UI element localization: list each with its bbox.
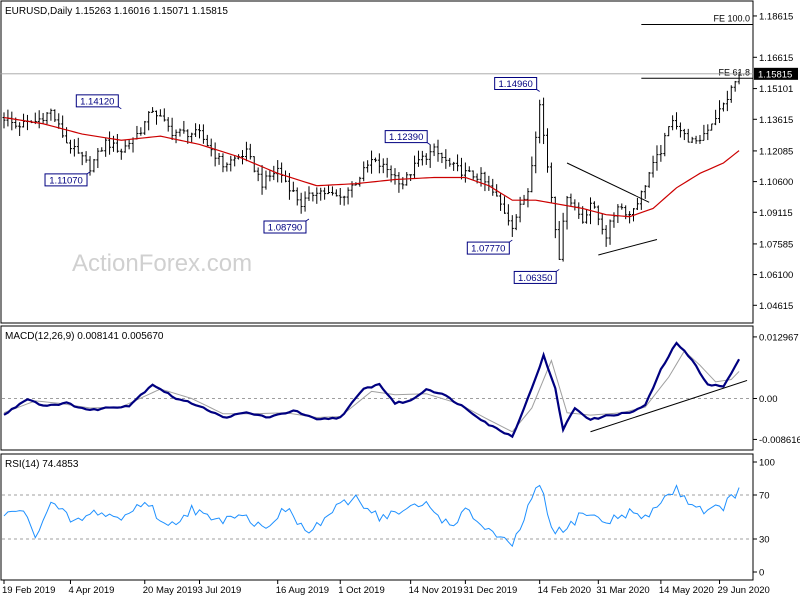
macd-y-tick-label: 0.00 bbox=[759, 394, 778, 405]
annotation-label: 1.14120 bbox=[80, 96, 114, 107]
price-y-tick-label: 1.04615 bbox=[759, 301, 793, 312]
rsi-y-tick-label: 0 bbox=[759, 568, 764, 579]
annotation-box bbox=[494, 76, 538, 90]
x-tick-label: 16 Aug 2019 bbox=[276, 585, 329, 596]
annotation-label: 1.11070 bbox=[49, 175, 83, 186]
moving-average-line bbox=[3, 116, 740, 218]
current-price-label: 1.15815 bbox=[758, 69, 792, 80]
macd-y-tick-label: 0.012967 bbox=[759, 332, 799, 343]
annotation-box bbox=[44, 173, 88, 187]
rsi-line bbox=[3, 484, 740, 548]
annotation-box bbox=[384, 130, 428, 144]
price-header: EURUSD,Daily 1.15263 1.16016 1.15071 1.1… bbox=[5, 6, 228, 17]
annotation-label: 1.07770 bbox=[471, 244, 505, 255]
rsi-panel-frame bbox=[0, 453, 754, 581]
annotation-label: 1.12390 bbox=[389, 132, 423, 143]
annotation-box bbox=[75, 94, 119, 108]
fib-level-label: FE 100.0 bbox=[713, 14, 750, 24]
macd-header: MACD(12,26,9) 0.008141 0.005670 bbox=[5, 331, 164, 342]
watermark: ActionForex.com bbox=[72, 250, 252, 277]
annotation-box bbox=[466, 241, 510, 255]
price-y-tick-label: 1.06100 bbox=[759, 270, 793, 281]
annotation-label: 1.08790 bbox=[268, 223, 302, 234]
x-tick-label: 19 Feb 2019 bbox=[2, 585, 55, 596]
fib-level-label: FE 61.8 bbox=[718, 67, 750, 77]
x-tick-label: 14 Feb 2020 bbox=[538, 585, 591, 596]
triangle-upper-line bbox=[566, 162, 650, 203]
rsi-y-tick-label: 30 bbox=[759, 535, 770, 546]
x-tick-label: 31 Mar 2020 bbox=[596, 585, 649, 596]
annotation-label: 1.06350 bbox=[518, 273, 552, 284]
x-tick-label: 20 May 2019 bbox=[143, 585, 198, 596]
rsi-header: RSI(14) 74.4853 bbox=[5, 459, 79, 470]
price-y-tick-label: 1.10600 bbox=[759, 177, 793, 188]
rsi-layer: 100 70 30 0 bbox=[2, 458, 775, 579]
x-tick-label: 3 Jul 2019 bbox=[198, 585, 242, 596]
price-y-tick-label: 1.18615 bbox=[759, 11, 793, 22]
macd-layer: 0.012967 0.00 -0.008616 bbox=[2, 332, 800, 446]
price-y-tick-label: 1.13615 bbox=[759, 115, 793, 126]
rsi-y-tick-label: 70 bbox=[759, 491, 770, 502]
axis-layer: 19 Feb 2019 4 Apr 2019 20 May 2019 3 Jul 20… bbox=[2, 580, 770, 596]
triangle-lower-line bbox=[598, 238, 658, 256]
price-layer: 1.18615 1.16615 1.15101 1.13615 1.12085 1.106… bbox=[0, 11, 798, 312]
price-y-tick-label: 1.16615 bbox=[759, 53, 793, 64]
rsi-y-tick-label: 100 bbox=[759, 458, 775, 469]
x-tick-label: 1 Oct 2019 bbox=[338, 585, 384, 596]
x-tick-label: 14 May 2020 bbox=[659, 585, 714, 596]
annotation-box bbox=[263, 220, 307, 234]
macd-panel-frame bbox=[0, 325, 754, 451]
annotation-box bbox=[513, 270, 557, 284]
macd-signal-line bbox=[3, 350, 740, 433]
price-y-tick-label: 1.07585 bbox=[759, 239, 793, 250]
price-y-tick-label: 1.09115 bbox=[759, 208, 793, 219]
x-tick-label: 14 Nov 2019 bbox=[409, 585, 463, 596]
macd-y-tick-label: -0.008616 bbox=[759, 435, 800, 446]
macd-line bbox=[3, 341, 741, 439]
x-tick-label: 31 Dec 2019 bbox=[463, 585, 517, 596]
macd-trendline bbox=[590, 379, 748, 433]
price-panel-frame bbox=[0, 0, 754, 324]
price-y-tick-label: 1.15101 bbox=[759, 84, 793, 95]
annotation-label: 1.14960 bbox=[498, 79, 532, 90]
price-y-tick-label: 1.12085 bbox=[759, 146, 793, 157]
x-tick-label: 4 Apr 2019 bbox=[68, 585, 114, 596]
current-price-box bbox=[754, 67, 798, 80]
x-tick-label: 29 Jun 2020 bbox=[718, 585, 770, 596]
